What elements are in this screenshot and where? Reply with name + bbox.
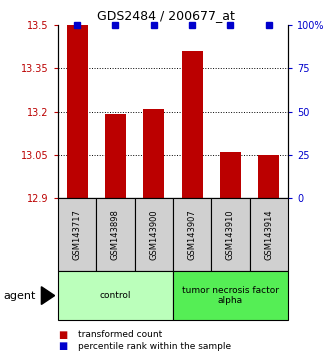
Bar xyxy=(258,155,279,198)
Text: control: control xyxy=(100,291,131,300)
Bar xyxy=(173,198,211,271)
Bar xyxy=(143,109,164,198)
Text: tumor necrosis factor
alpha: tumor necrosis factor alpha xyxy=(182,286,279,305)
Bar xyxy=(67,25,88,198)
Text: percentile rank within the sample: percentile rank within the sample xyxy=(78,342,231,351)
Text: agent: agent xyxy=(3,291,36,301)
Bar xyxy=(211,198,250,271)
Bar xyxy=(182,51,203,198)
Bar xyxy=(250,198,288,271)
Bar xyxy=(58,271,173,320)
Text: ■: ■ xyxy=(58,341,67,351)
Bar xyxy=(173,271,288,320)
Text: transformed count: transformed count xyxy=(78,330,162,339)
Polygon shape xyxy=(41,287,55,304)
Text: GSM143900: GSM143900 xyxy=(149,209,158,260)
Text: GSM143914: GSM143914 xyxy=(264,209,273,260)
Bar xyxy=(58,198,96,271)
Text: GSM143898: GSM143898 xyxy=(111,209,120,260)
Bar xyxy=(220,152,241,198)
Text: GSM143717: GSM143717 xyxy=(72,209,82,260)
Text: GSM143907: GSM143907 xyxy=(188,209,197,260)
Bar xyxy=(105,114,126,198)
Text: GSM143910: GSM143910 xyxy=(226,209,235,260)
Bar xyxy=(96,198,135,271)
Text: GDS2484 / 200677_at: GDS2484 / 200677_at xyxy=(97,9,234,22)
Bar xyxy=(135,198,173,271)
Text: ■: ■ xyxy=(58,330,67,339)
